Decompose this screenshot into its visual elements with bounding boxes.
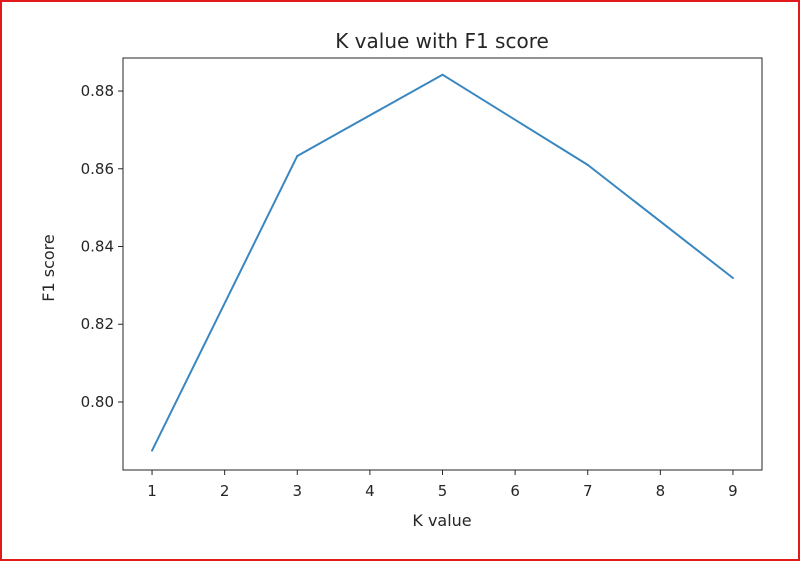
y-axis-label: F1 score: [39, 234, 58, 301]
x-tick-label: 7: [583, 482, 593, 500]
x-tick-label: 5: [438, 482, 448, 500]
x-tick-label: 8: [656, 482, 666, 500]
series-line: [151, 73, 734, 452]
chart-title: K value with F1 score: [335, 29, 549, 53]
points-layer: [151, 73, 734, 452]
x-tick-label: 1: [147, 482, 157, 500]
x-tick-label: 3: [292, 482, 302, 500]
data-point: [151, 449, 154, 452]
x-tick-label: 9: [728, 482, 738, 500]
y-tick-label: 0.86: [81, 160, 114, 178]
y-tick-label: 0.84: [81, 238, 114, 256]
ticks-layer: 1 2 3 4 5 6 7 8 9 0.80 0.82 0.84 0.86 0.88: [81, 82, 738, 500]
x-tick-label: 6: [510, 482, 520, 500]
x-tick-label: 4: [365, 482, 375, 500]
y-tick-label: 0.82: [81, 315, 114, 333]
data-point: [586, 163, 589, 166]
data-point: [296, 154, 299, 157]
x-axis-label: K value: [412, 511, 471, 530]
y-tick-label: 0.80: [81, 393, 114, 411]
axes-box: [122, 57, 763, 471]
x-tick-label: 2: [220, 482, 230, 500]
data-point: [731, 276, 734, 279]
data-point: [441, 73, 444, 76]
y-tick-label: 0.88: [81, 82, 114, 100]
